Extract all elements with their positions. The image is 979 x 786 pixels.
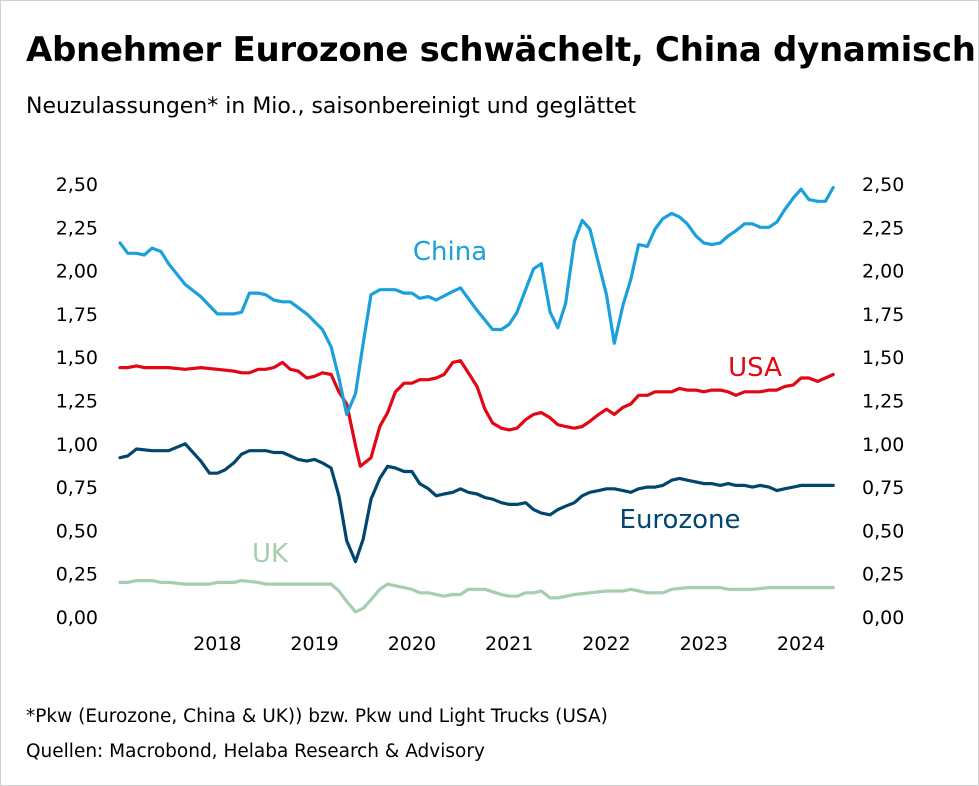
x-axis: 2018 2019 2020 2021 2022 2023 2024 — [193, 633, 825, 655]
y-tick-label-right: 1,75 — [862, 304, 904, 326]
y-tick-label-right: 2,00 — [862, 261, 904, 283]
series-label-usa: USA — [728, 353, 782, 383]
y-tick-label-left: 0,75 — [56, 477, 98, 499]
y-tick-label-right: 2,50 — [862, 174, 904, 196]
chart-title: Abnehmer Eurozone schwächelt, China dyna… — [26, 30, 976, 70]
y-tick-label-left: 2,25 — [56, 217, 98, 239]
x-tick-label: 2021 — [485, 633, 533, 655]
series-label-uk: UK — [252, 539, 289, 569]
x-tick-label: 2020 — [388, 633, 436, 655]
series-line-eurozone — [118, 442, 835, 564]
y-tick-label-right: 0,75 — [862, 477, 904, 499]
y-tick-label-left: 0,50 — [56, 520, 98, 542]
y-tick-label-right: 0,25 — [862, 564, 904, 586]
y-tick-label-left: 2,50 — [56, 174, 98, 196]
y-tick-label-right: 1,00 — [862, 434, 904, 456]
series-line-usa — [118, 359, 835, 468]
series-label-china: China — [413, 237, 487, 267]
y-tick-label-left: 1,00 — [56, 434, 98, 456]
source-note: Quellen: Macrobond, Helaba Research & Ad… — [26, 741, 485, 762]
series-lines — [118, 185, 835, 614]
left-y-axis: 0,00 0,25 0,50 0,75 1,00 1,25 1,50 1,75 2,00 2,25… — [56, 174, 98, 629]
footnote: *Pkw (Eurozone, China & UK)) bzw. Pkw un… — [26, 706, 608, 727]
y-tick-label-right: 1,25 — [862, 391, 904, 413]
y-tick-label-right: 0,50 — [862, 520, 904, 542]
series-line-china — [118, 185, 835, 416]
series-labels: China USA Eurozone UK — [252, 237, 782, 569]
y-tick-label-right: 2,25 — [862, 217, 904, 239]
y-tick-label-left: 2,00 — [56, 261, 98, 283]
x-tick-label: 2022 — [582, 633, 630, 655]
y-tick-label-left: 1,50 — [56, 347, 98, 369]
x-tick-label: 2024 — [777, 633, 825, 655]
right-y-axis: 0,00 0,25 0,50 0,75 1,00 1,25 1,50 1,75 2,00 2,25… — [862, 174, 904, 629]
y-tick-label-right: 0,00 — [862, 607, 904, 629]
y-tick-label-left: 0,25 — [56, 564, 98, 586]
y-tick-label-left: 1,25 — [56, 391, 98, 413]
y-tick-label-left: 0,00 — [56, 607, 98, 629]
y-tick-label-left: 1,75 — [56, 304, 98, 326]
chart-subtitle: Neuzulassungen* in Mio., saisonbereinigt… — [26, 94, 637, 119]
x-tick-label: 2019 — [290, 633, 338, 655]
x-tick-label: 2018 — [193, 633, 241, 655]
y-tick-label-right: 1,50 — [862, 347, 904, 369]
x-tick-label: 2023 — [680, 633, 728, 655]
series-line-uk — [118, 578, 835, 614]
series-label-eurozone: Eurozone — [620, 505, 741, 535]
